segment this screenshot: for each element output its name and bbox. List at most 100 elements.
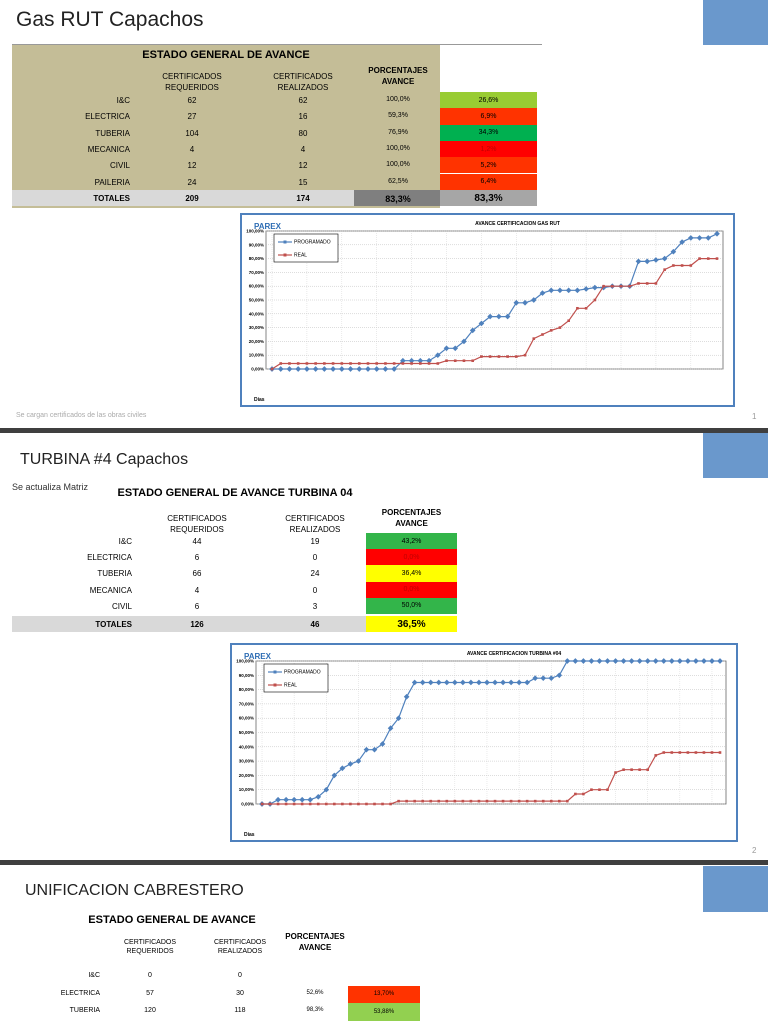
point-marker (300, 802, 304, 806)
point-marker (564, 658, 571, 664)
point-marker (645, 282, 649, 285)
column-header: CERTIFICADOS REALIZADOS (214, 939, 266, 956)
point-marker (718, 751, 722, 754)
point-marker (533, 799, 537, 803)
point-marker (487, 313, 493, 320)
point-marker (316, 802, 320, 806)
x-axis-label: Días (254, 397, 265, 403)
cell: 98,3% (306, 1007, 324, 1013)
point-marker (654, 282, 658, 285)
cell: 0 (312, 553, 318, 563)
point-marker (288, 362, 291, 365)
point-marker (408, 357, 415, 364)
series-line (262, 751, 720, 805)
cell: 83,3% (385, 194, 411, 204)
point-marker (541, 333, 544, 336)
y-tick-label: 30,00% (239, 759, 254, 764)
cell-text: 1,2% (480, 145, 497, 153)
point-marker (445, 359, 448, 363)
point-marker (592, 284, 598, 291)
cell: 100,0% (386, 144, 410, 152)
slide-accent (703, 433, 768, 478)
series-line (262, 660, 720, 805)
point-marker (628, 658, 635, 664)
point-marker (709, 658, 715, 664)
y-tick-label: 50,00% (239, 730, 254, 735)
y-tick-label: 100,00% (246, 229, 264, 234)
point-marker (338, 366, 345, 372)
totals-band (12, 616, 366, 633)
point-marker (391, 366, 397, 372)
point-marker (426, 357, 432, 364)
legend-label: PROGRAMADO (284, 670, 321, 676)
cell: 52,6% (306, 989, 324, 996)
y-tick-label: 40,00% (239, 744, 254, 749)
point-marker (419, 362, 422, 365)
point-marker (525, 799, 529, 803)
point-marker (392, 362, 396, 365)
cell-text: 0,0% (403, 553, 420, 561)
point-marker (509, 799, 513, 803)
point-marker (453, 359, 457, 363)
point-marker (517, 799, 521, 803)
point-marker (485, 799, 489, 803)
cell: 100,0% (386, 96, 410, 103)
progress-cell: 13,70% (348, 985, 420, 1003)
cell: 16 (298, 112, 308, 122)
legend-label: REAL (284, 683, 297, 689)
cell-text: 13,70% (373, 991, 395, 998)
y-tick-label: 0,00% (241, 802, 254, 807)
point-marker (443, 345, 450, 352)
chart: PAREX AVANCE CERTIFICACION GAS RUT 0,00% 10… (240, 213, 735, 407)
point-marker (680, 264, 684, 267)
point-marker (323, 362, 326, 365)
point-marker (524, 679, 530, 686)
cell: 59,3% (388, 112, 408, 120)
legend-label: REAL (294, 253, 307, 259)
cell: 46 (310, 620, 320, 629)
point-marker (397, 799, 400, 803)
point-marker (279, 362, 283, 365)
point-marker (636, 658, 643, 664)
cell: 104 (185, 128, 199, 138)
y-tick-label: 70,00% (249, 270, 264, 275)
point-marker (693, 658, 699, 664)
point-marker (304, 366, 310, 372)
point-marker (400, 357, 406, 364)
point-marker (307, 796, 314, 803)
point-marker (305, 362, 309, 365)
point-marker (373, 802, 376, 806)
point-marker (515, 355, 518, 358)
row-label: TUBERIA (97, 569, 132, 579)
point-marker (268, 802, 272, 806)
point-marker (339, 765, 346, 772)
page-number: 2 (752, 846, 757, 855)
totals-band (12, 190, 440, 207)
point-marker (403, 693, 410, 700)
row-label: I&C (88, 972, 100, 979)
point-marker (381, 802, 384, 806)
point-marker (588, 658, 595, 664)
cell: 6 (194, 553, 200, 563)
y-tick-label: 70,00% (239, 701, 254, 706)
point-marker (572, 658, 579, 664)
point-marker (308, 802, 312, 806)
point-marker (452, 345, 459, 352)
point-marker (557, 799, 561, 803)
point-marker (596, 658, 603, 664)
point-marker (530, 297, 537, 303)
point-marker (580, 658, 587, 664)
cell: 19 (310, 537, 320, 546)
cell: 100,0% (386, 161, 410, 169)
table-bg (90, 482, 430, 496)
slide-note: Se actualiza Matriz (12, 482, 89, 492)
point-marker (330, 366, 336, 372)
cell: 3 (312, 601, 318, 611)
row-label: MECANICA (87, 144, 130, 154)
row-label: I&C (118, 537, 132, 546)
point-marker (260, 802, 264, 806)
point-marker (497, 355, 501, 358)
point-marker (477, 799, 481, 803)
point-marker (668, 658, 675, 664)
point-marker (646, 768, 649, 771)
